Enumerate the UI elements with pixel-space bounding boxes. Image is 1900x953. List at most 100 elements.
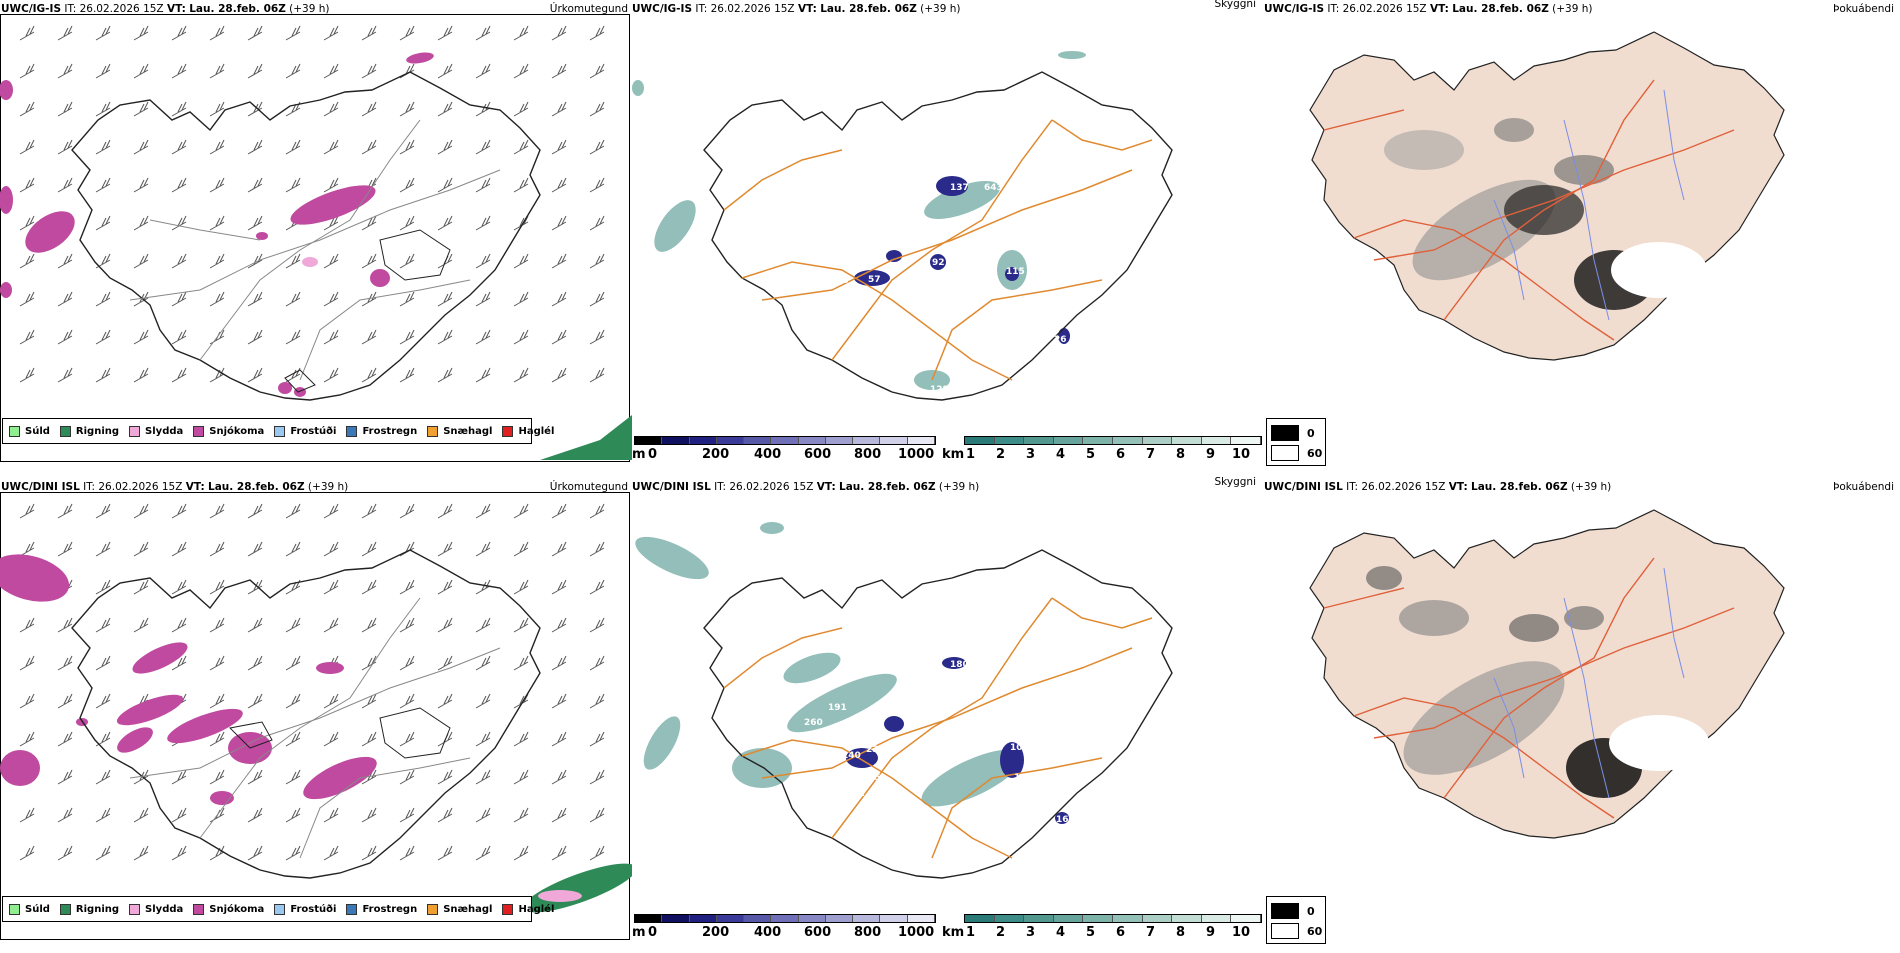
lead-time: (+39 h)	[920, 3, 961, 15]
wind-barb	[361, 693, 377, 709]
wind-barb	[19, 177, 35, 193]
precip-type-panel: UWC/IG-IS IT: 26.02.2026 15Z VT: Lau. 28…	[0, 0, 632, 470]
wind-barb	[551, 139, 567, 155]
wind-barb	[171, 177, 187, 193]
wind-barb	[95, 177, 111, 193]
wind-barb	[285, 329, 301, 345]
visibility-tick: 2	[996, 925, 1006, 940]
panel-header: UWC/IG-IS IT: 26.02.2026 15Z VT: Lau. 28…	[632, 3, 961, 15]
wind-barb	[475, 579, 491, 595]
wind-barb	[95, 731, 111, 747]
wind-barb	[513, 503, 529, 519]
lead-time: (+39 h)	[1570, 481, 1612, 493]
lead-time: (+39 h)	[938, 481, 980, 493]
wind-barb	[57, 253, 73, 269]
colorbar-segment	[1083, 915, 1113, 922]
legend-item: Rigning	[59, 425, 119, 437]
forecast-row-1: UWC/IG-IS IT: 26.02.2026 15Z VT: Lau. 28…	[0, 0, 1900, 475]
wind-barb	[57, 291, 73, 307]
rivers	[1493, 89, 1685, 321]
wind-barb	[19, 731, 35, 747]
cloud-label: 167	[814, 239, 833, 249]
visibility-tick: 4	[1056, 925, 1066, 940]
wind-barb	[513, 807, 529, 823]
wind-barb	[19, 845, 35, 861]
legend-swatch	[193, 425, 205, 437]
legend-label: Snæhagl	[443, 903, 493, 915]
legend-swatch	[346, 903, 358, 915]
wind-barb	[209, 541, 225, 557]
wind-barb	[171, 503, 187, 519]
legend-label: Súld	[25, 425, 50, 437]
wind-barb	[589, 177, 605, 193]
cloud-visibility-panel: UWC/DINI ISL IT: 26.02.2026 15Z VT: Lau.…	[632, 476, 1264, 948]
wind-barb	[171, 769, 187, 785]
wind-barb	[437, 101, 453, 117]
it-label: IT:	[714, 481, 727, 493]
cloud-base-tick: 800	[854, 925, 882, 940]
map-frame	[0, 492, 630, 940]
wind-barb	[247, 845, 263, 861]
wind-barb	[95, 845, 111, 861]
wind-barb	[19, 617, 35, 633]
cloud-base-areas	[846, 657, 1069, 824]
colorbar-segment	[853, 915, 881, 922]
wind-barb	[361, 329, 377, 345]
glaciers	[284, 229, 451, 393]
fog-legend-label: 60	[1307, 924, 1323, 938]
colorbar-segment	[907, 915, 935, 922]
visibility-tick: 5	[1086, 447, 1096, 462]
cloud-base-tick: 600	[804, 925, 832, 940]
colorbar-segment	[744, 915, 772, 922]
colorbar-segment	[994, 437, 1025, 444]
wind-barb	[589, 63, 605, 79]
colorbar-segment	[689, 437, 717, 444]
wind-barb	[551, 215, 567, 231]
fog-indicator-panel: UWC/IG-IS IT: 26.02.2026 15Z VT: Lau. 28…	[1264, 0, 1900, 470]
it-value: 26.02.2026 15Z	[1342, 3, 1427, 15]
iceland-fog-map	[1309, 31, 1785, 361]
wind-barb	[589, 541, 605, 557]
colorbar-segment	[716, 915, 745, 922]
cloud-label: 166	[1056, 815, 1075, 825]
wind-barb	[171, 617, 187, 633]
wind-barb	[589, 367, 605, 383]
wind-barb	[399, 367, 415, 383]
visibility-tick: 10	[1232, 447, 1251, 462]
colorbar-segment	[771, 437, 799, 444]
wind-barb	[589, 101, 605, 117]
wind-barb	[323, 63, 339, 79]
fog-swatch	[1271, 923, 1299, 939]
fog-swatch	[1271, 445, 1299, 461]
wind-barb	[171, 367, 187, 383]
iceland-outline	[71, 549, 541, 879]
wind-barb	[399, 769, 415, 785]
wind-barb	[171, 139, 187, 155]
cloud-label: 198	[854, 237, 873, 247]
fog-legend-label: 60	[1307, 446, 1323, 460]
visibility-tick: 5	[1086, 925, 1096, 940]
wind-barb	[171, 253, 187, 269]
wind-barb	[437, 177, 453, 193]
colorbar-segment	[1112, 437, 1143, 444]
wind-barb	[133, 367, 149, 383]
wind-barb	[589, 655, 605, 671]
wind-barb	[475, 367, 491, 383]
wind-barb	[247, 807, 263, 823]
wind-barb	[133, 503, 149, 519]
vt-label: VT:	[816, 481, 836, 493]
visibility-tick: 3	[1026, 925, 1036, 940]
wind-barb	[399, 731, 415, 747]
rivers	[1493, 567, 1685, 799]
cloud-label: 30	[870, 251, 883, 261]
wind-barb	[475, 329, 491, 345]
fog-legend-label: 0	[1307, 904, 1315, 918]
colorbar-segment	[1053, 437, 1084, 444]
wind-barb	[209, 253, 225, 269]
wind-barb	[475, 693, 491, 709]
cloud-label: 125	[804, 783, 823, 793]
wind-barb	[513, 177, 529, 193]
wind-barb	[95, 367, 111, 383]
wind-barb	[589, 215, 605, 231]
wind-barb	[437, 769, 453, 785]
